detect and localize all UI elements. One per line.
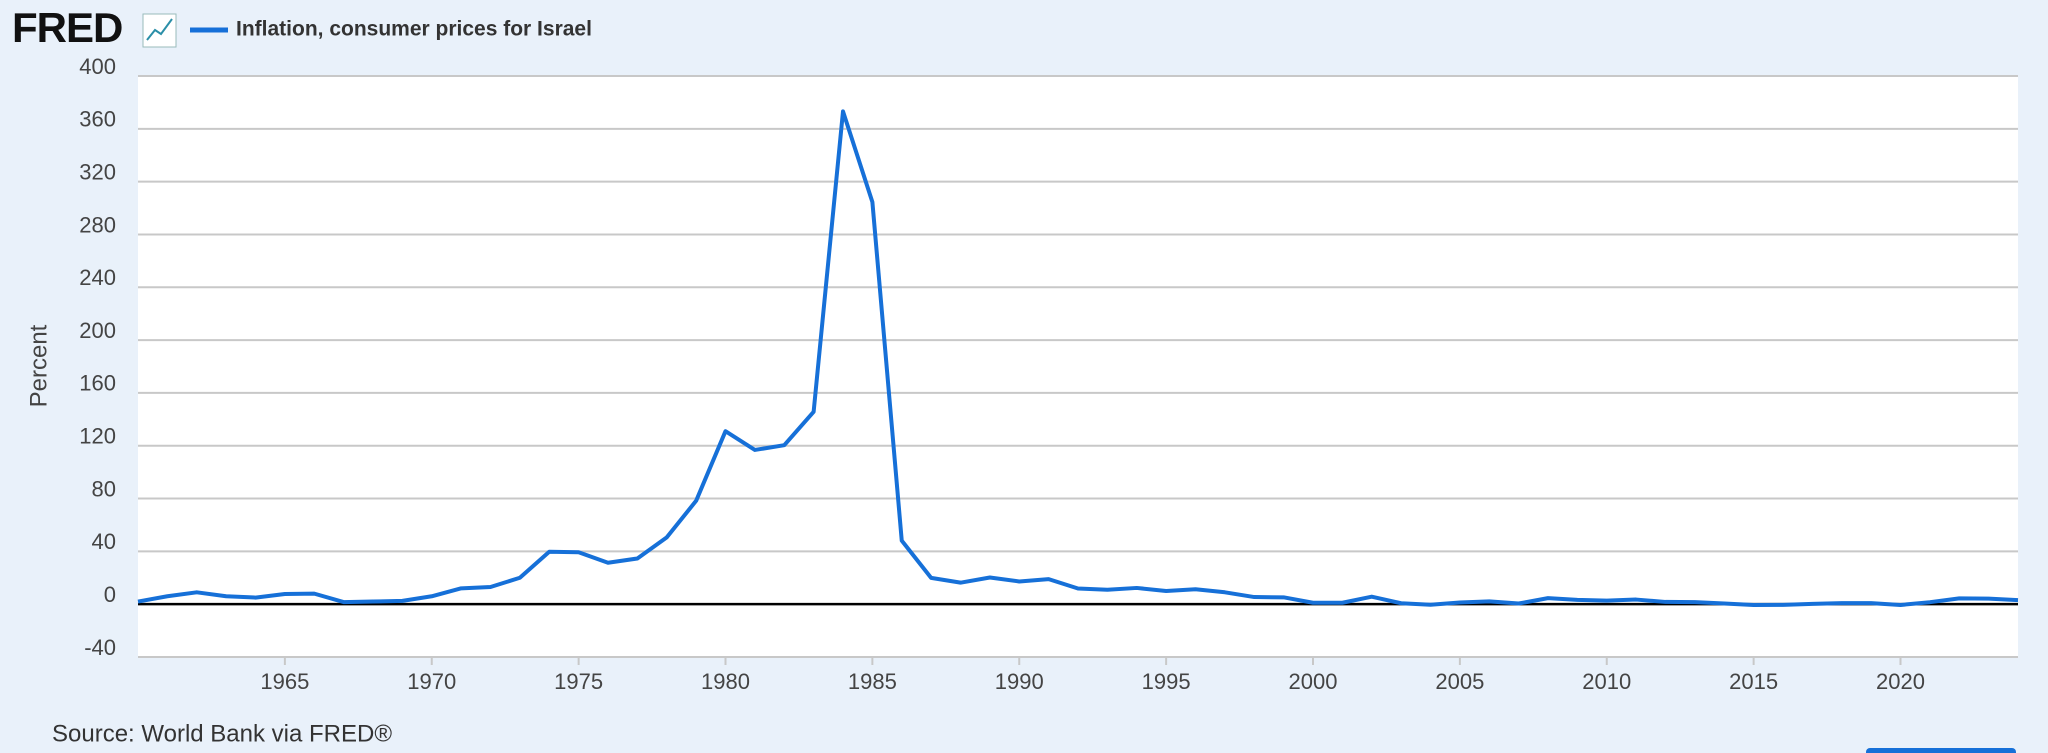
x-tick-label: 2010 (1582, 669, 1631, 694)
logo: FRED (12, 4, 122, 51)
y-tick-label: 200 (79, 318, 116, 343)
x-tick-label: 1980 (701, 669, 750, 694)
y-tick-label: 400 (79, 54, 116, 79)
y-tick-label: 120 (79, 424, 116, 449)
legend-label: Inflation, consumer prices for Israel (236, 18, 592, 41)
x-tick-label: 2020 (1876, 669, 1925, 694)
graph-icon-line (146, 18, 173, 41)
y-tick-label: -40 (84, 635, 116, 660)
series-line (137, 109, 2019, 607)
y-tick-label: 40 (92, 529, 116, 554)
y-tick-label: 320 (79, 159, 116, 184)
x-tick-label: 1970 (407, 669, 456, 694)
y-tick-label: 360 (79, 107, 116, 132)
plot-area (138, 76, 2018, 657)
y-tick-label: 280 (79, 212, 116, 237)
y-axis-label: Percent (25, 324, 52, 407)
source: Source: World Bank via FRED® (52, 720, 392, 747)
x-tick-label: 1965 (260, 669, 309, 694)
y-tick-label: 160 (79, 371, 116, 396)
x-tick-label: 1995 (1142, 669, 1191, 694)
x-tick-label: 1990 (995, 669, 1044, 694)
y-tick-label: 240 (79, 265, 116, 290)
button[interactable] (1866, 748, 2016, 753)
x-tick-label: 1975 (554, 669, 603, 694)
x-tick-label: 2000 (1289, 669, 1338, 694)
y-tick-label: 0 (104, 582, 116, 607)
x-tick-label: 1985 (848, 669, 897, 694)
y-tick-label: 80 (92, 476, 116, 501)
x-tick-label: 2015 (1729, 669, 1778, 694)
x-tick-label: 2005 (1435, 669, 1484, 694)
